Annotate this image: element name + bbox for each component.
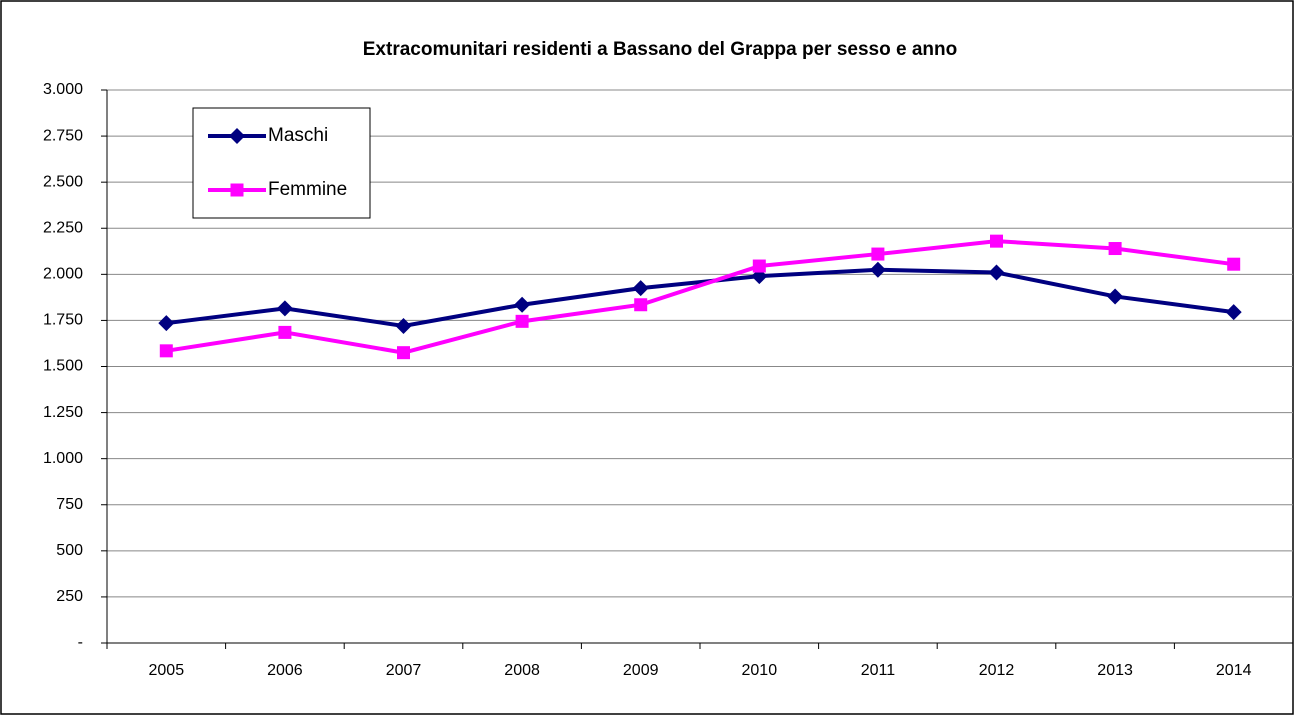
y-tick-label: 1.500 xyxy=(43,358,83,375)
y-tick-label: 2.750 xyxy=(43,127,83,144)
legend-box xyxy=(192,107,371,219)
x-tick-label: 2013 xyxy=(1097,662,1133,679)
data-point xyxy=(869,261,886,278)
y-tick-label: 500 xyxy=(56,542,83,559)
data-point xyxy=(397,346,410,360)
data-point xyxy=(159,344,173,358)
chart-title: Extracomunitari residenti a Bassano del … xyxy=(363,39,957,60)
legend-marker xyxy=(230,183,244,197)
x-tick-label: 2005 xyxy=(149,662,185,679)
x-tick-label: 2012 xyxy=(979,662,1015,679)
data-point xyxy=(871,247,885,261)
legend-label: Femmine xyxy=(268,179,347,200)
data-point xyxy=(988,264,1005,281)
y-tick-label: - xyxy=(78,634,83,651)
data-point xyxy=(1108,242,1122,256)
data-point xyxy=(990,234,1003,248)
y-tick-label: 750 xyxy=(56,496,83,513)
series-line xyxy=(166,267,1234,328)
x-tick-label: 2009 xyxy=(623,662,659,679)
data-point xyxy=(515,314,529,328)
x-tick-label: 2011 xyxy=(861,662,896,679)
y-tick-label: 3.000 xyxy=(43,81,83,98)
data-point xyxy=(395,317,412,334)
data-point xyxy=(632,280,649,297)
data-point xyxy=(752,259,766,273)
x-tick-label: 2014 xyxy=(1216,662,1252,679)
legend-marker xyxy=(229,128,245,144)
x-tick-label: 2007 xyxy=(386,662,422,679)
y-tick-label: 1.000 xyxy=(43,450,83,467)
data-point xyxy=(1227,257,1241,271)
x-tick-label: 2010 xyxy=(742,662,778,679)
y-tick-label: 2.500 xyxy=(43,173,83,190)
data-point xyxy=(1225,304,1242,321)
y-tick-label: 2.250 xyxy=(43,219,83,236)
data-point xyxy=(514,296,531,313)
series-line xyxy=(165,239,1234,355)
y-tick-label: 1.750 xyxy=(43,312,83,329)
data-point xyxy=(158,315,175,332)
y-tick-label: 2.000 xyxy=(43,266,83,283)
data-point xyxy=(1107,288,1124,305)
x-tick-label: 2008 xyxy=(504,662,540,679)
data-point xyxy=(276,300,293,317)
x-tick-label: 2006 xyxy=(267,662,303,679)
y-tick-label: 1.250 xyxy=(43,404,83,421)
data-point xyxy=(634,298,648,312)
data-point xyxy=(278,325,292,339)
y-tick-label: 250 xyxy=(56,588,83,605)
legend-label: Maschi xyxy=(268,125,328,146)
